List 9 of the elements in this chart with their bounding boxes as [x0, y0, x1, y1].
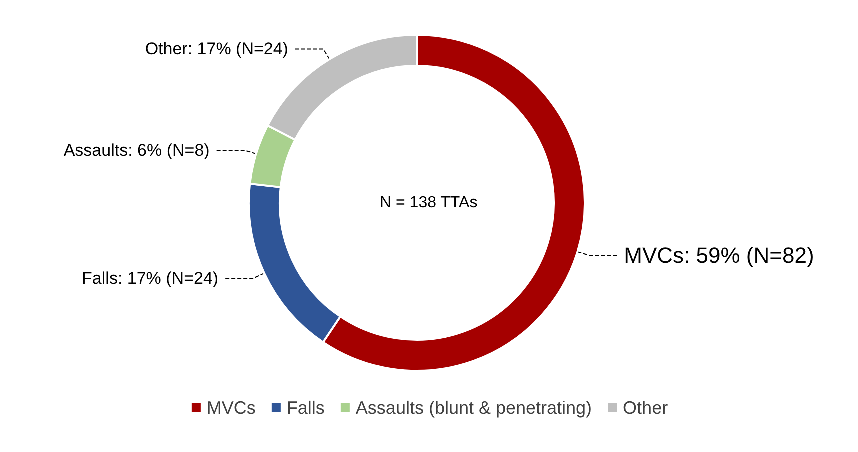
data-label: Other: 17% (N=24) — [145, 40, 288, 59]
legend-label: Assaults (blunt & penetrating) — [356, 398, 592, 418]
data-label: Falls: 17% (N=24) — [82, 268, 219, 288]
data-label: MVCs: 59% (N=82) — [624, 242, 814, 268]
legend-label: Other — [623, 398, 668, 418]
text: N = 138 TTAs — [380, 194, 478, 212]
data-label: Assaults: 6% (N=8) — [64, 141, 210, 160]
legend-label: Falls — [286, 398, 325, 418]
legend-label: MVCs — [206, 398, 256, 418]
